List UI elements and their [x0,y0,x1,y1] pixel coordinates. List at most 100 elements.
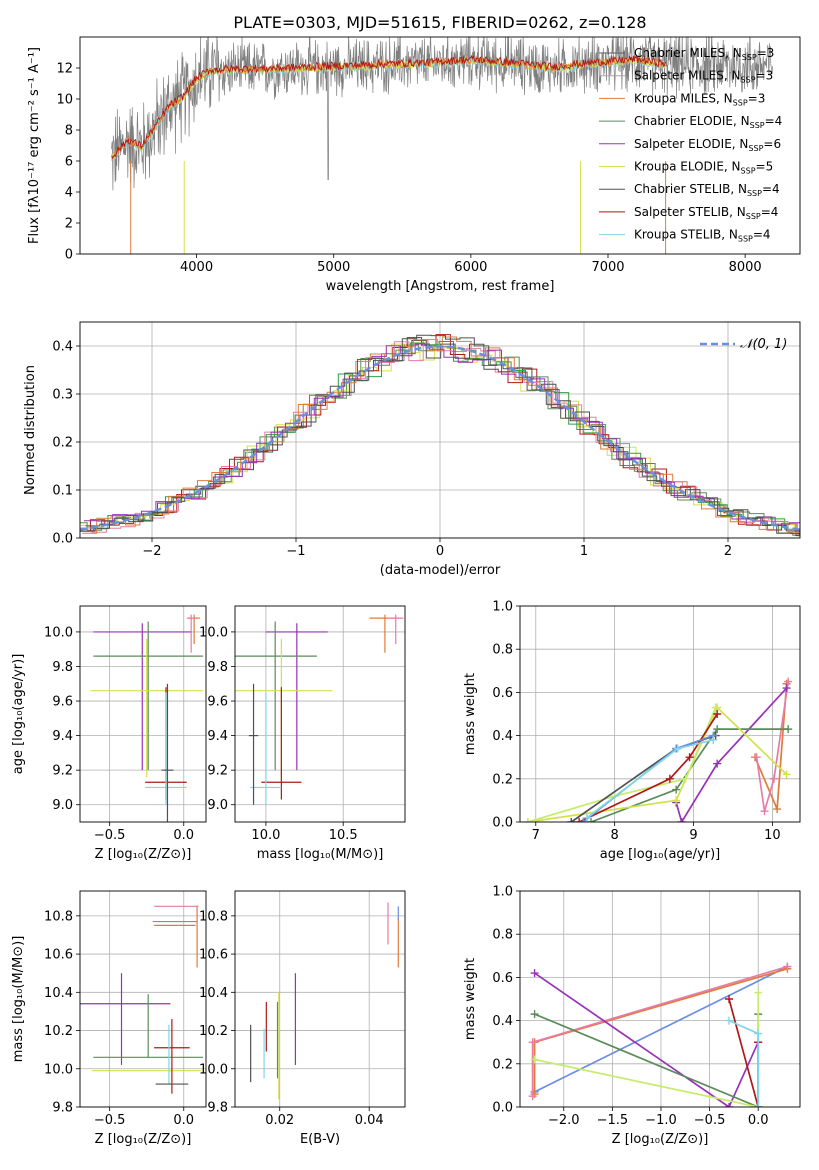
y-axis-label: mass weight [463,673,478,755]
y-tick-label: 0.4 [492,729,513,744]
x-tick-label: 0.04 [355,1113,384,1128]
y-tick-label: 0.6 [492,971,513,986]
x-tick-label: −1.5 [597,1113,629,1128]
y-axis-label: Flux [fλ10⁻¹⁷ erg cm⁻² s⁻¹ A⁻¹] [27,47,42,244]
x-tick-label: −0.5 [694,1113,726,1128]
y-tick-label: 9.0 [52,798,73,813]
y-tick-label: 10.0 [199,625,228,640]
mass-weight-marker [754,1029,763,1038]
y-tick-label: 0.8 [492,928,513,943]
y-tick-label: 0.0 [52,532,73,547]
legend-entry: Kroupa ELODIE, NSSP=5 [634,160,773,176]
legend-entry: Salpeter MILES, NSSP=3 [634,69,773,85]
x-tick-label: −0.5 [94,828,126,843]
mass-weight-marker [713,710,722,718]
y-axis-label: mass weight [463,958,478,1040]
mass-weight-marker [783,962,792,971]
residual-histogram [80,341,800,537]
y-axis-label: Normed distribution [23,365,38,495]
mass-weight-marker [725,1103,734,1107]
mass-weight-marker [711,703,720,712]
x-tick-label: 0 [436,544,444,559]
plot-area [235,606,405,822]
mass-weight-marker [575,818,584,822]
y-tick-label: 1.0 [492,885,513,900]
y-tick-label: 10.6 [44,948,73,963]
mass-weight-line [578,713,718,822]
y-tick-label: 10.4 [44,986,73,1001]
mass-weight-line [534,965,788,1093]
plot-area [111,37,773,254]
y-tick-label: 9.8 [207,1101,228,1116]
x-tick-label: 4000 [180,260,213,275]
y-tick-label: 10.0 [44,625,73,640]
x-tick-label: 7000 [591,260,624,275]
mass-weight-marker [523,818,532,822]
plot-area [80,891,206,1107]
axes-frame [79,890,207,1108]
legend-entry: Salpeter ELODIE, NSSP=6 [634,137,781,153]
legend-entry: Salpeter STELIB, NSSP=4 [634,205,778,221]
y-tick-label: 0.2 [52,436,73,451]
x-tick-label: 8000 [729,260,762,275]
y-tick-label: 9.8 [52,1101,73,1116]
y-tick-label: 0.4 [492,1014,513,1029]
legend-entry: Kroupa STELIB, NSSP=4 [634,228,771,244]
mass-weight-marker [685,753,694,762]
mass-weight-marker [681,774,690,783]
model-fit-line [111,57,666,161]
x-tick-label: 6000 [454,260,487,275]
y-tick-label: 12 [56,62,73,77]
x-tick-label: −0.5 [94,1113,126,1128]
mass-weight-marker [754,988,763,997]
y-tick-label: 10.2 [199,1024,228,1039]
y-tick-label: 9.4 [52,729,73,744]
y-tick-label: 9.2 [207,764,228,779]
residual-histogram [85,334,800,535]
axes-frame [234,605,406,823]
mass-weight-marker [713,759,722,768]
mass-weight-marker [725,995,734,1003]
y-tick-label: 0.6 [492,686,513,701]
y-tick-label: 0.2 [492,772,513,787]
x-tick-label: 0.0 [173,828,194,843]
mass-weight-marker [665,774,674,783]
y-tick-label: 8 [65,124,73,139]
y-tick-label: 0.2 [492,1057,513,1072]
mass-weight-line [675,687,788,822]
x-tick-label: −1 [286,544,305,559]
plot-area [235,891,405,1107]
mass-weight-marker [709,735,718,744]
mass-weight-marker [530,1010,539,1019]
axes-frame [519,890,801,1108]
y-tick-label: 9.0 [207,798,228,813]
x-tick-label: 0.0 [748,1113,769,1128]
mass-weight-marker [713,725,722,734]
plot-area [80,322,800,538]
mass-weight-marker [769,774,778,783]
panel-mass_weight_vs_age: 7 8 9 10 0.0 0.2 0.4 0.6 0.8 1.0 age [log₁₀(age/yr… [463,600,801,862]
mass-weight-marker [773,805,782,814]
panel-residuals: −2 −1 0 1 2 0.0 0.1 0.2 0.3 0.4 (data-model)/error… [23,321,801,578]
gaussian-curve [80,345,800,531]
x-tick-label: 0.02 [265,1113,294,1128]
y-tick-label: 0.3 [52,388,73,403]
y-tick-label: 9.6 [207,695,228,710]
y-tick-label: 6 [65,155,73,170]
panel-age_vs_Z: −0.5 0.0 9.0 9.2 9.4 9.6 9.8 10.0 Z [log₁₀(Z/Z⊙)… [11,605,207,862]
residual-histogram [80,334,800,537]
figure-title: PLATE=0303, MJD=51615, FIBERID=0262, z=0… [233,13,646,32]
x-axis-label: Z [log₁₀(Z/Z⊙)] [95,847,192,862]
x-axis-label: (data-model)/error [380,563,501,578]
mass-weight-marker [583,813,592,822]
x-tick-label: 9 [689,828,697,843]
y-tick-label: 0 [65,248,73,263]
mass-weight-marker [672,785,681,794]
legend-entry: 𝒩(0, 1) [740,337,787,352]
mass-weight-marker [784,677,793,686]
legend-entry: Kroupa MILES, NSSP=3 [634,91,765,107]
plot-area [520,606,800,822]
panel-mass_vs_Z: −0.5 0.0 9.8 10.0 10.2 10.4 10.6 10.8 Z [log₁₀(Z… [11,890,207,1147]
axes-frame [79,605,207,823]
plot-area [520,891,800,1107]
